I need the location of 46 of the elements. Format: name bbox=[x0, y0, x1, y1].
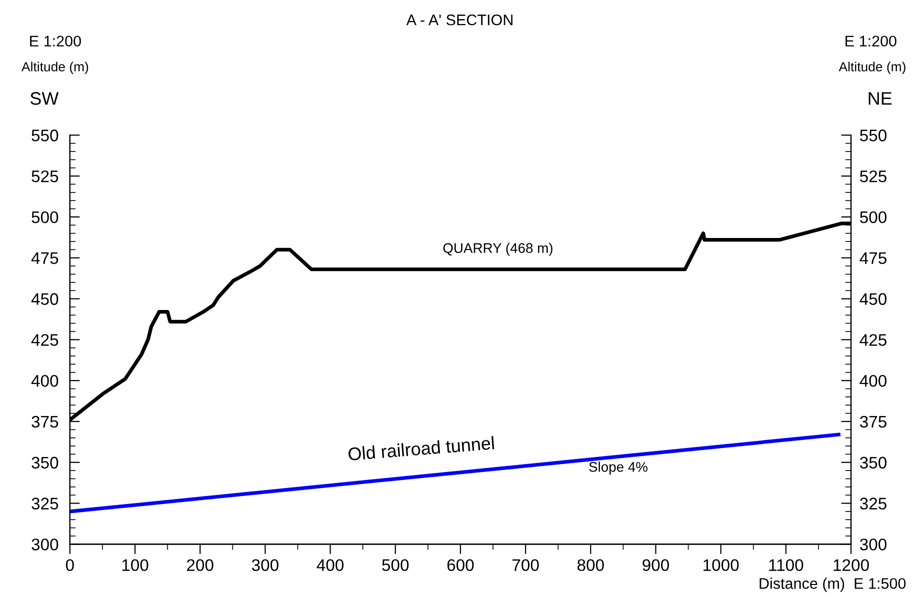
annotation: Old railroad tunnel bbox=[348, 436, 494, 461]
x-tick-label: 1200 bbox=[834, 559, 869, 572]
y2-tick-label: 525 bbox=[860, 170, 886, 182]
chart-title: A - A' SECTION bbox=[406, 14, 512, 26]
y2-tick-label: 550 bbox=[860, 130, 886, 142]
y-tick-label: 550 bbox=[32, 130, 58, 142]
y2-tick-label: 425 bbox=[860, 334, 886, 346]
x-tick-label: 1000 bbox=[704, 559, 739, 572]
x-tick-label: 800 bbox=[577, 559, 604, 572]
x-tick-label: 900 bbox=[642, 559, 669, 572]
y-tick-label: 325 bbox=[32, 498, 58, 510]
y-tick-label: 400 bbox=[31, 374, 58, 387]
text: E 1:200 bbox=[846, 36, 896, 47]
y2-tick-label: 475 bbox=[860, 252, 886, 264]
x-tick-label: 400 bbox=[316, 559, 344, 572]
x-tick-label: 600 bbox=[447, 559, 474, 572]
annotation: Slope 4% bbox=[589, 462, 648, 475]
y-tick-label: 500 bbox=[32, 211, 58, 224]
x-tick-label: 200 bbox=[187, 559, 214, 572]
y-axis-title: Altitude (m) bbox=[22, 62, 88, 74]
y2-axis-title: Altitude (m) bbox=[838, 62, 906, 74]
y2-tick-label: 500 bbox=[860, 211, 886, 224]
y-tick-label: 375 bbox=[32, 416, 58, 428]
y2-tick-label: 325 bbox=[860, 498, 886, 510]
y2-tick-label: 300 bbox=[860, 538, 886, 550]
y2-tick-label: 400 bbox=[860, 374, 886, 387]
x-tick-label: 0 bbox=[66, 559, 74, 572]
y-tick-label: 350 bbox=[32, 456, 58, 469]
x-axis-title: Distance (m) E 1:500 bbox=[760, 578, 906, 592]
x-tick-label: 300 bbox=[252, 559, 278, 572]
x-tick-label: 500 bbox=[382, 559, 409, 572]
y-tick-label: 300 bbox=[32, 538, 58, 550]
annotation: QUARRY (468 m) bbox=[443, 242, 552, 256]
x-tick-label: 700 bbox=[512, 559, 539, 572]
text: NE bbox=[868, 92, 892, 105]
x-tick-label: 100 bbox=[122, 559, 148, 572]
y2-tick-label: 375 bbox=[860, 416, 886, 428]
y-tick-label: 450 bbox=[31, 293, 58, 305]
y-tick-label: 475 bbox=[31, 252, 58, 264]
x-tick-label: 1100 bbox=[769, 559, 804, 572]
text: E 1:200 bbox=[30, 36, 81, 47]
text: SW bbox=[30, 92, 59, 105]
y-tick-label: 425 bbox=[31, 334, 58, 346]
y-tick-label: 525 bbox=[32, 170, 58, 182]
y2-tick-label: 450 bbox=[860, 293, 886, 305]
y2-tick-label: 350 bbox=[860, 456, 886, 469]
